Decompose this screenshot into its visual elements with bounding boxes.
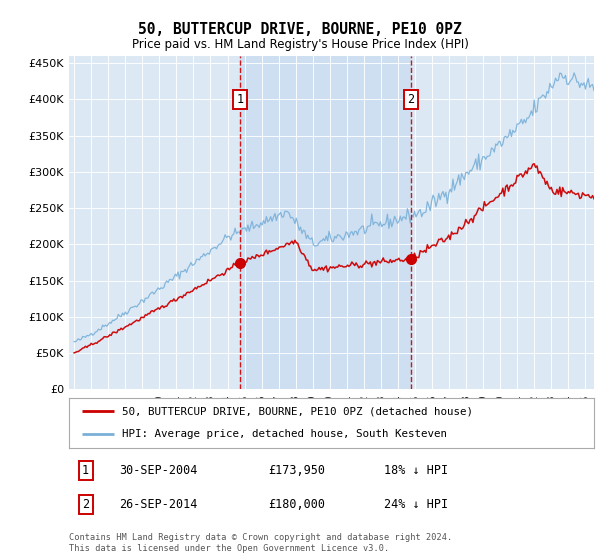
Text: 2: 2	[407, 93, 415, 106]
Text: Contains HM Land Registry data © Crown copyright and database right 2024.
This d: Contains HM Land Registry data © Crown c…	[69, 533, 452, 553]
Text: 50, BUTTERCUP DRIVE, BOURNE, PE10 0PZ: 50, BUTTERCUP DRIVE, BOURNE, PE10 0PZ	[138, 22, 462, 38]
Text: £173,950: £173,950	[269, 464, 325, 477]
Text: 1: 1	[82, 464, 89, 477]
Text: 30-SEP-2004: 30-SEP-2004	[119, 464, 197, 477]
Bar	[241, 56, 411, 389]
Text: 1: 1	[237, 93, 244, 106]
Text: 24% ↓ HPI: 24% ↓ HPI	[384, 498, 448, 511]
Text: 18% ↓ HPI: 18% ↓ HPI	[384, 464, 448, 477]
Text: 26-SEP-2014: 26-SEP-2014	[119, 498, 197, 511]
Text: 2: 2	[82, 498, 89, 511]
Text: HPI: Average price, detached house, South Kesteven: HPI: Average price, detached house, Sout…	[121, 430, 446, 440]
Text: 50, BUTTERCUP DRIVE, BOURNE, PE10 0PZ (detached house): 50, BUTTERCUP DRIVE, BOURNE, PE10 0PZ (d…	[121, 406, 473, 416]
Text: Price paid vs. HM Land Registry's House Price Index (HPI): Price paid vs. HM Land Registry's House …	[131, 38, 469, 51]
Text: £180,000: £180,000	[269, 498, 325, 511]
